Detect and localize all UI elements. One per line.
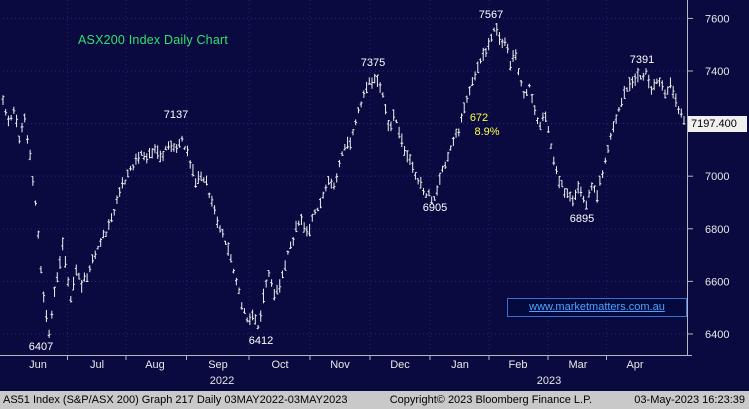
status-bar-copyright: Copyright© 2023 Bloomberg Finance L.P. (389, 394, 593, 406)
x-axis-year-label: 2022 (210, 375, 234, 387)
status-bar-instrument: AS51 Index (S&P/ASX 200) Graph 217 Daily… (3, 394, 348, 406)
y-axis-label: 7600 (705, 13, 729, 25)
x-axis-month-label: Sep (208, 359, 228, 371)
x-axis-month-label: Dec (390, 359, 410, 371)
chart-annotation: 7567 (479, 9, 503, 21)
chart-annotation: 7137 (164, 109, 188, 121)
x-axis-month-label: Nov (330, 359, 350, 371)
x-axis-month-label: Aug (145, 359, 165, 371)
chart-annotation: 6905 (423, 202, 447, 214)
x-axis-month-label: Apr (626, 359, 643, 371)
chart-annotation: 7391 (630, 54, 654, 66)
x-axis-month-label: Jun (29, 359, 47, 371)
x-axis-month-label: Feb (509, 359, 528, 371)
x-axis-month-label: Jan (451, 359, 469, 371)
price-chart-canvas: 7600740072007000680066006400JunJulAugSep… (0, 0, 729, 387)
chart-annotation: 6407 (29, 341, 53, 353)
price-bars (1, 22, 686, 338)
chart-annotation: 8.9% (474, 126, 499, 138)
x-axis-month-label: Jul (90, 359, 104, 371)
y-axis-label: 7000 (705, 171, 729, 183)
chart-annotation: 6895 (570, 213, 594, 225)
chart-annotation: 7375 (361, 57, 385, 69)
x-axis-year-label: 2023 (537, 375, 561, 387)
status-bar: AS51 Index (S&P/ASX 200) Graph 217 Daily… (0, 391, 749, 409)
x-axis-month-label: Oct (271, 359, 288, 371)
y-axis-label: 7400 (705, 66, 729, 78)
x-axis-month-label: Mar (569, 359, 588, 371)
chart-annotation: 672 (470, 112, 488, 124)
watermark-link[interactable]: www.marketmatters.com.au (507, 298, 687, 317)
chart-annotation: 6412 (249, 335, 273, 347)
chart-title: ASX200 Index Daily Chart (78, 33, 229, 47)
y-axis-label: 6400 (705, 329, 729, 341)
status-bar-timestamp: 03-May-2023 16:23:39 (634, 394, 745, 406)
last-price-axis-label: 7197.400 (688, 116, 747, 133)
y-axis-label: 6800 (705, 224, 729, 236)
y-axis-label: 6600 (705, 276, 729, 288)
